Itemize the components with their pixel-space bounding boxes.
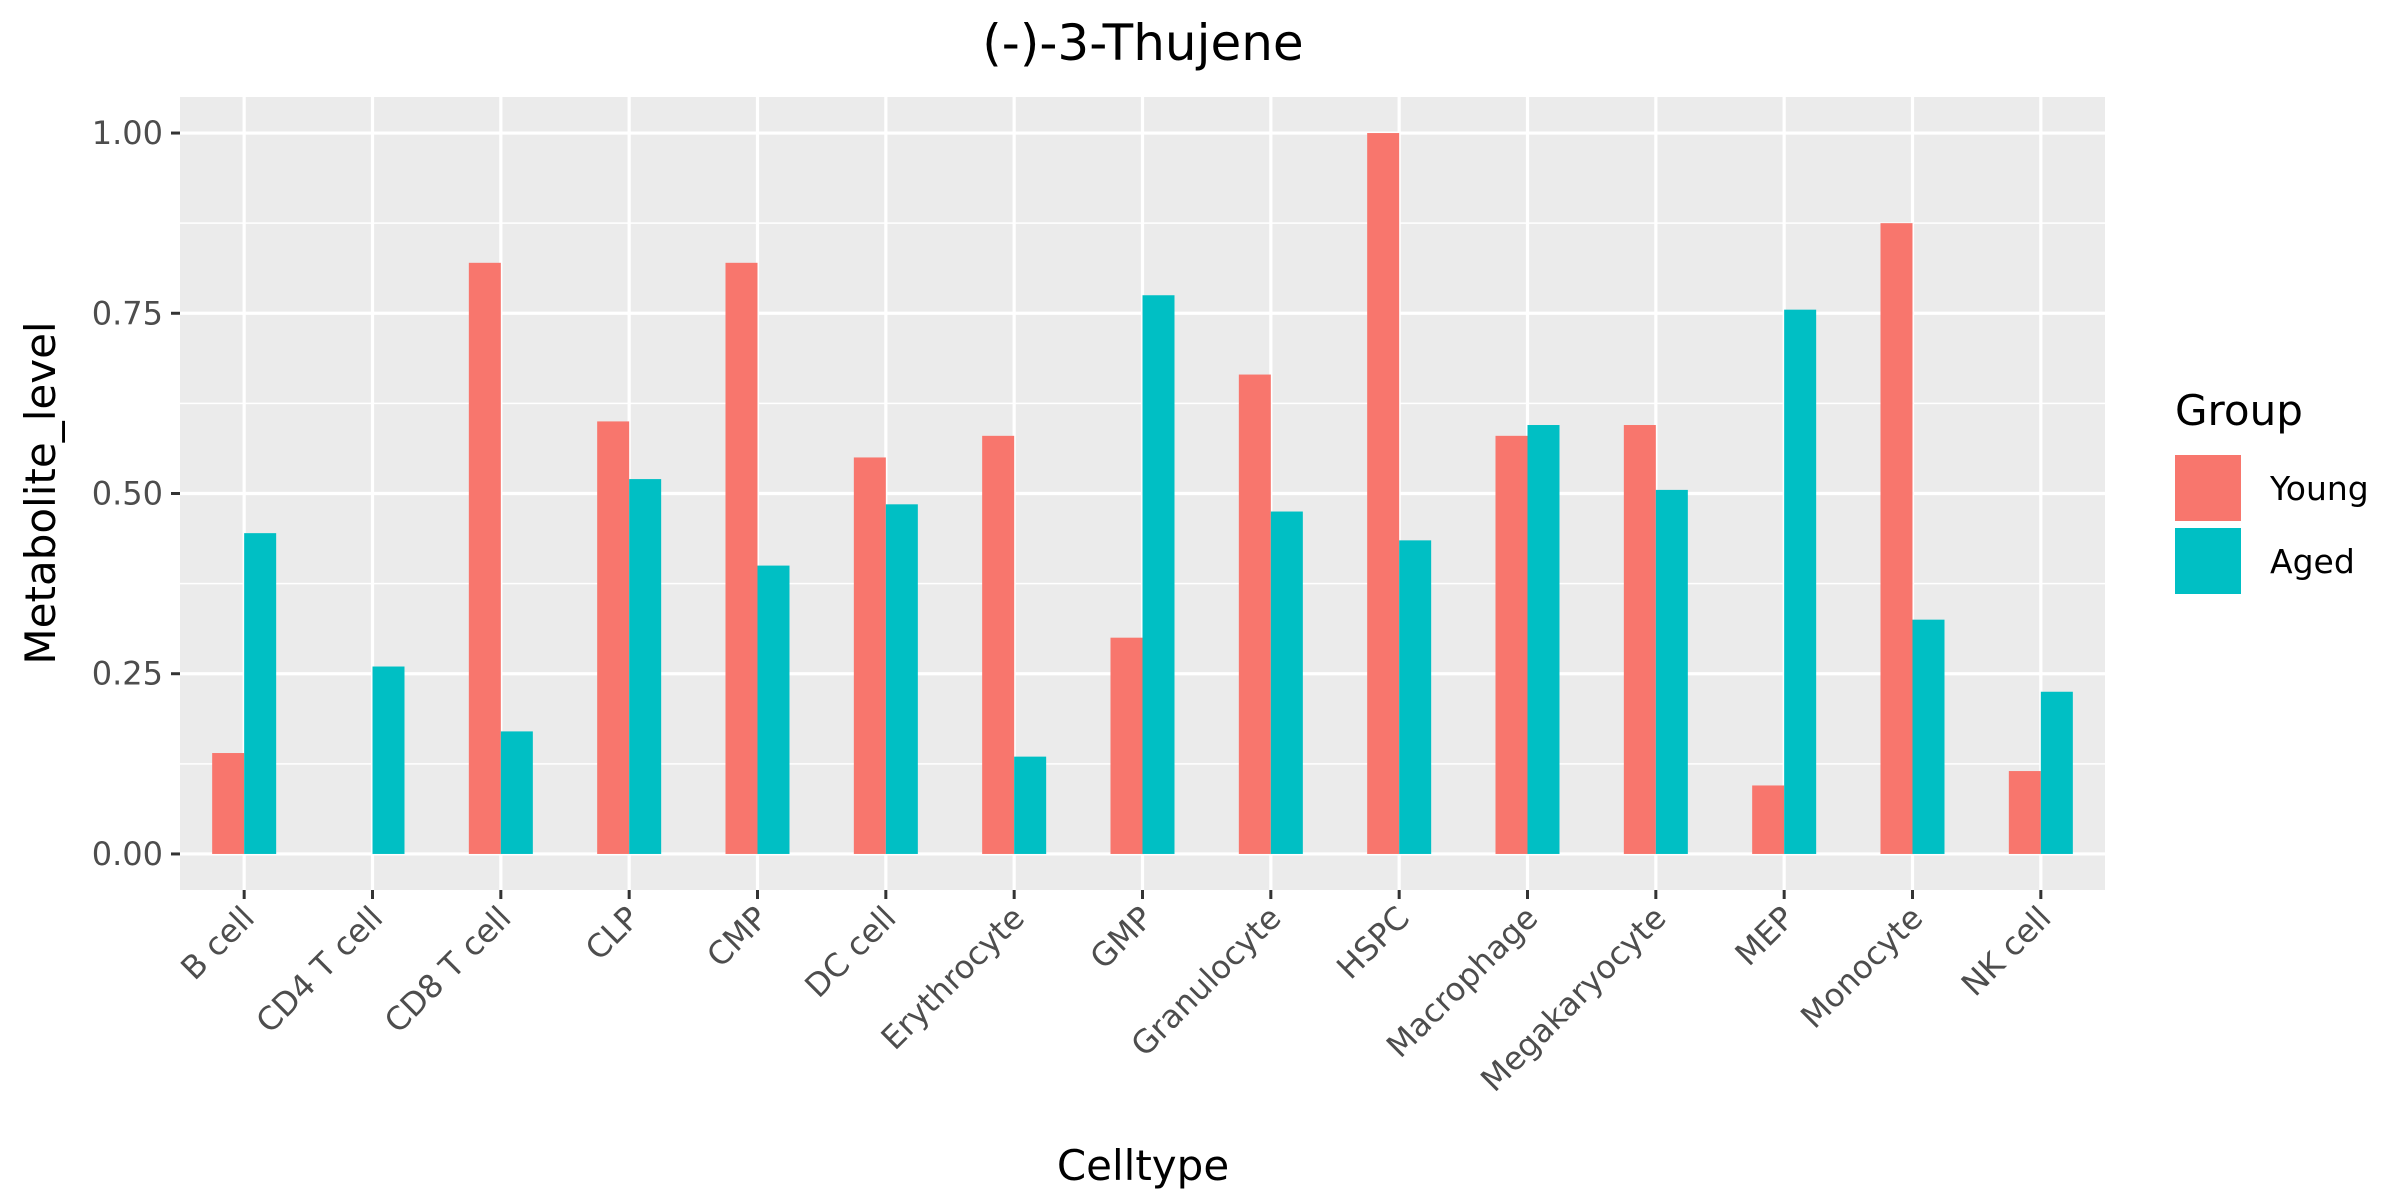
legend-key-aged <box>2175 528 2241 594</box>
y-tick-label: 1.00 <box>92 114 163 152</box>
bar-young <box>853 457 886 854</box>
bars <box>212 133 2073 854</box>
x-tick-label: NK cell <box>1954 899 2059 1004</box>
bar-young <box>982 435 1015 854</box>
y-axis-title: Metabolite_level <box>16 321 65 664</box>
chart-title: (-)-3-Thujene <box>982 14 1303 72</box>
bar-young <box>2008 771 2041 854</box>
y-tick-label: 0.75 <box>92 294 163 332</box>
bar-aged <box>1014 756 1047 854</box>
bar-young <box>597 421 630 854</box>
bar-young <box>725 262 758 854</box>
bar-aged <box>629 479 662 854</box>
x-tick-label: DC cell <box>797 899 903 1005</box>
x-axis-title: Celltype <box>1057 1141 1229 1190</box>
legend-label-young: Young <box>2269 469 2369 508</box>
x-tick-label: CD8 T cell <box>377 899 519 1041</box>
x-tick-label: HSPC <box>1329 899 1417 987</box>
legend-label-aged: Aged <box>2270 542 2355 581</box>
x-tick-label: CD4 T cell <box>249 899 391 1041</box>
bar-young <box>1623 425 1656 854</box>
bar-young <box>1495 435 1528 854</box>
bar-aged <box>244 533 277 854</box>
y-tick-label: 0.00 <box>92 835 163 873</box>
bar-aged <box>1142 295 1175 854</box>
bar-young <box>1110 637 1143 854</box>
y-axis: 0.00 0.25 0.50 0.75 1.00 <box>92 114 180 873</box>
bar-aged <box>372 666 405 854</box>
bar-aged <box>2040 691 2073 854</box>
bar-aged <box>1912 619 1945 854</box>
x-tick-label: Monocyte <box>1793 899 1930 1036</box>
y-tick-label: 0.50 <box>92 475 163 513</box>
bar-aged <box>500 731 533 854</box>
bar-aged <box>1270 511 1303 854</box>
x-tick-label: CMP <box>699 899 775 975</box>
bar-young <box>1752 785 1785 854</box>
x-tick-label: CLP <box>578 899 647 968</box>
legend-key-young <box>2175 455 2241 521</box>
x-tick-label: B cell <box>173 899 262 988</box>
y-tick-label: 0.25 <box>92 655 163 693</box>
bar-young <box>1367 133 1400 854</box>
bar-aged <box>1527 425 1560 854</box>
bar-young <box>212 753 245 854</box>
legend-title: Group <box>2175 386 2303 435</box>
bar-aged <box>1784 309 1817 854</box>
bar-aged <box>1655 489 1688 854</box>
bar-young <box>1880 223 1913 854</box>
x-tick-label: MEP <box>1727 899 1801 973</box>
bar-young <box>1238 374 1271 854</box>
bar-aged <box>885 504 918 854</box>
legend: Group Young Aged <box>2175 386 2369 594</box>
bar-aged <box>1399 540 1432 854</box>
bar-aged <box>757 565 790 854</box>
bar-young <box>468 262 501 854</box>
x-tick-label: GMP <box>1083 899 1161 977</box>
